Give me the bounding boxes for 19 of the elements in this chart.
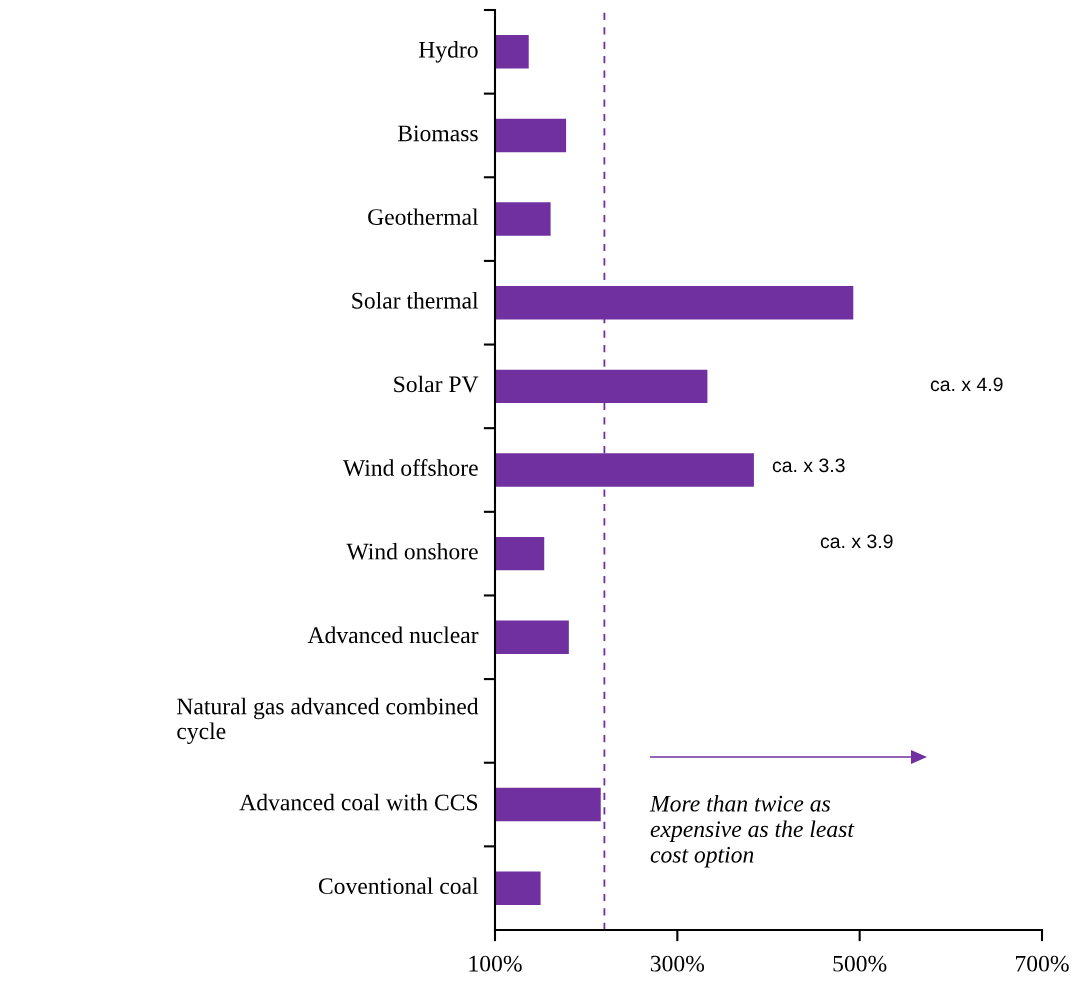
- y-tick-label: Natural gas advanced combined cycle: [177, 697, 479, 745]
- annotation: ca. x 3.3: [772, 458, 845, 473]
- y-tick-label: Advanced coal with CCS: [239, 793, 478, 811]
- annotation: ca. x 3.9: [820, 534, 893, 549]
- y-tick-label: Solar PV: [394, 375, 479, 393]
- y-tick-label: Coventional coal: [318, 877, 479, 895]
- y-tick-label: Geothermal: [368, 208, 479, 225]
- y-tick-label: Wind offshore: [342, 459, 478, 477]
- y-tick-label: Biomass: [397, 125, 478, 142]
- x-tick-label: 500%: [833, 955, 887, 972]
- annotation: ca. x 4.9: [930, 377, 1003, 392]
- x-tick-label: 300%: [650, 955, 705, 972]
- x-tick-label: 700%: [1016, 955, 1069, 972]
- annotation: More than twice as expensive as the least cost option: [649, 795, 855, 868]
- y-tick-label: Hydro: [418, 41, 478, 63]
- y-tick-label: Solar thermal: [352, 292, 479, 309]
- y-tick-label: Wind onshore: [346, 542, 478, 560]
- y-tick-label: Advanced nuclear: [307, 626, 479, 644]
- x-tick-label: 100%: [469, 955, 522, 972]
